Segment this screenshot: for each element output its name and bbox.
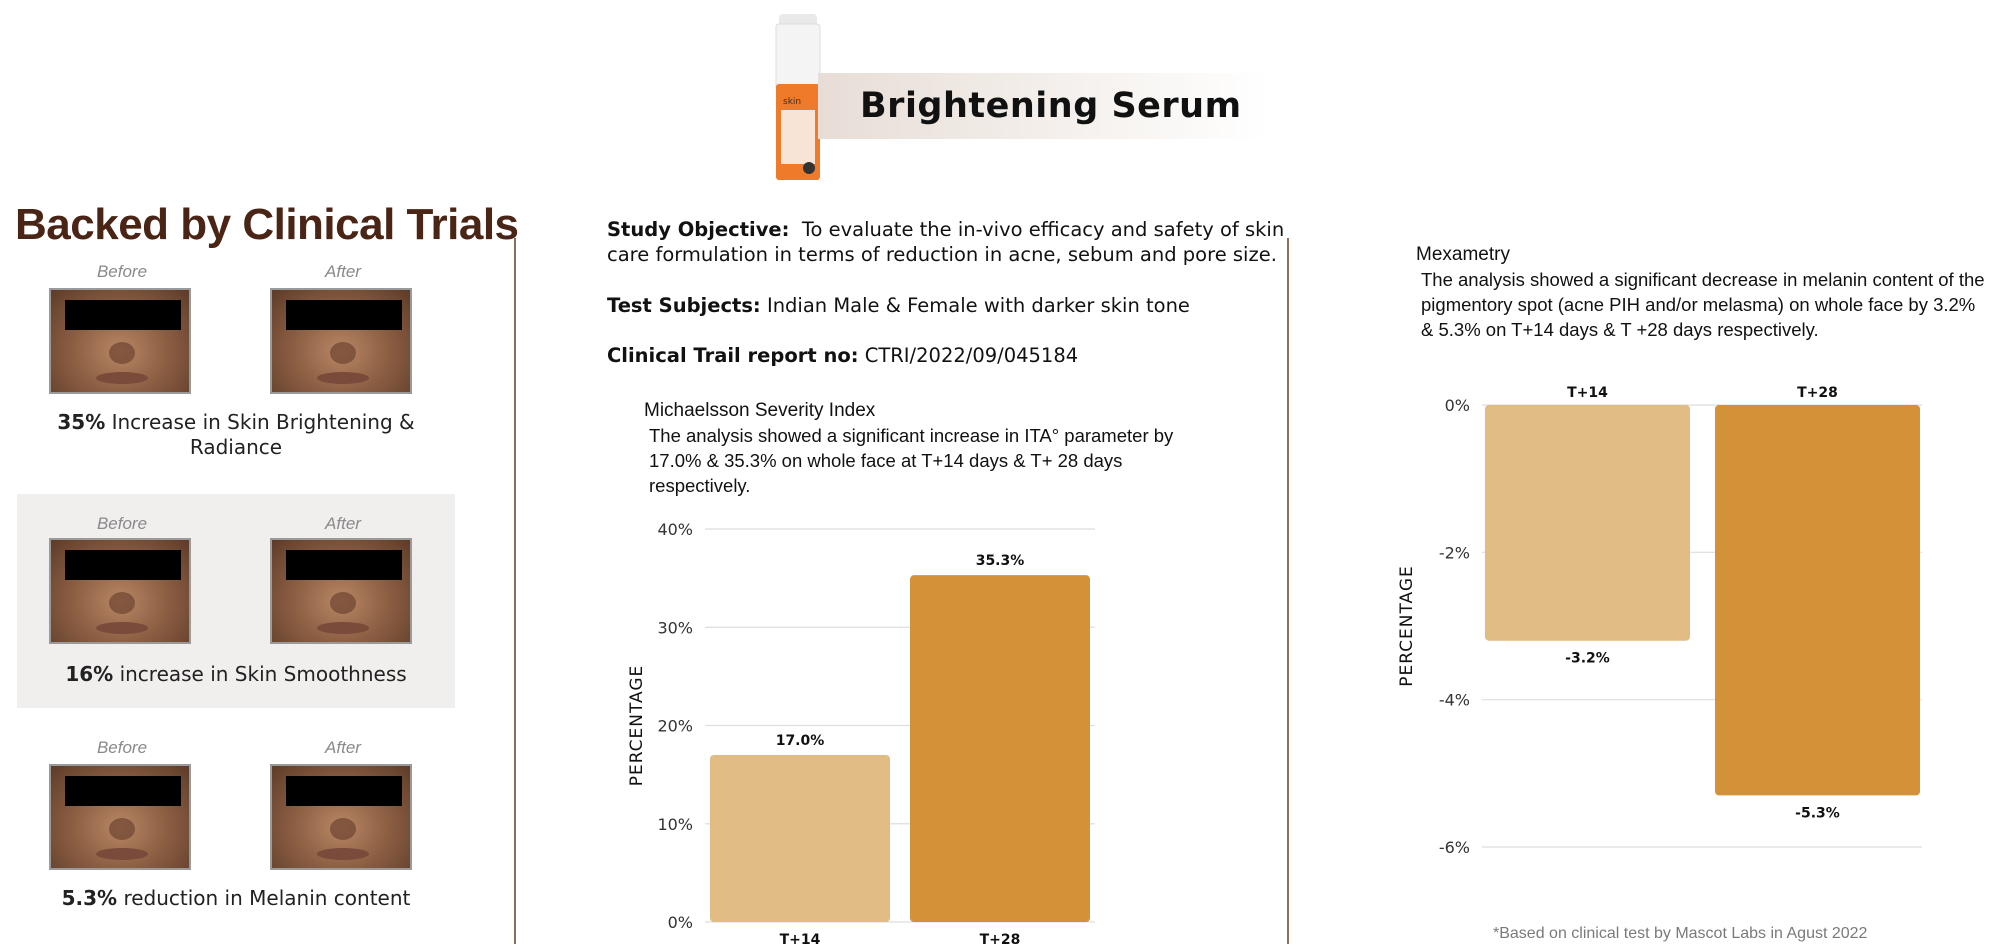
bar-t14	[710, 754, 890, 922]
result-text: increase in Skin Smoothness	[119, 662, 407, 686]
footnote: *Based on clinical test by Mascot Labs i…	[1493, 925, 1868, 942]
y-tick-label: 30%	[657, 618, 693, 637]
y-tick-label: -6%	[1439, 838, 1470, 857]
y-tick-label: 10%	[657, 815, 693, 834]
bar-t14	[1485, 405, 1690, 641]
result-panel-2: Before After 16% increase in Skin Smooth…	[17, 494, 455, 708]
test-subjects: Test Subjects: Indian Male & Female with…	[607, 294, 1190, 317]
bar-t28	[1715, 405, 1920, 796]
y-tick-label: -2%	[1439, 543, 1470, 562]
chart2-plot: 0% -2% -4% -6% PERCENTAGE -3.2% T+14 -5.3% T+28	[1397, 385, 1922, 857]
subjects-text: Indian Male & Female with darker skin to…	[766, 294, 1190, 317]
result-value: 35%	[57, 410, 106, 434]
result-caption: 5.3% reduction in Melanin content	[17, 886, 455, 911]
after-photo	[270, 764, 412, 870]
x-tick-label: T+28	[1797, 385, 1838, 401]
before-label: Before	[96, 514, 148, 533]
after-label: After	[325, 514, 361, 533]
data-label: 35.3%	[976, 553, 1025, 569]
chart2-description: The analysis showed a significant decrea…	[1421, 269, 1985, 340]
y-tick-label: 0%	[1445, 396, 1470, 415]
after-label: After	[325, 262, 361, 281]
left-heading: Backed by Clinical Trials	[15, 200, 519, 249]
report-label: Clinical Trail report no:	[607, 344, 859, 367]
chart2-title: Mexametry	[1416, 244, 1510, 265]
bottle-brand: skin	[783, 97, 801, 107]
chart1-title: Michaelsson Severity Index	[644, 400, 876, 421]
result-caption: 35% Increase in Skin Brightening & Radia…	[17, 410, 455, 460]
divider-left	[514, 238, 516, 944]
objective-text: To evaluate the in-vivo efficacy and saf…	[801, 218, 1285, 241]
x-tick-label: T+14	[780, 932, 821, 948]
subjects-label: Test Subjects:	[607, 294, 761, 317]
objective-text-2: care formulation in terms of reduction i…	[607, 243, 1277, 266]
result-caption: 16% increase in Skin Smoothness	[17, 662, 455, 687]
y-tick-label: 0%	[668, 913, 693, 932]
before-label: Before	[96, 738, 148, 757]
y-tick-label: 20%	[657, 717, 693, 736]
objective-label: Study Objective:	[607, 218, 790, 241]
result-text: Increase in Skin Brightening & Radiance	[111, 410, 415, 459]
result-value: 5.3%	[61, 886, 118, 910]
chart1-plot: 0% 10% 20% 30% 40% PERCENTAGE 17.0% T+14 35.3% T+…	[627, 520, 1095, 948]
divider-right	[1287, 238, 1289, 944]
y-axis-label: PERCENTAGE	[1397, 565, 1417, 687]
data-label: -5.3%	[1795, 805, 1840, 821]
x-tick-label: T+14	[1567, 385, 1608, 401]
x-tick-label: T+28	[980, 932, 1021, 948]
data-label: -3.2%	[1565, 651, 1610, 667]
bar-t28	[910, 575, 1090, 922]
before-photo	[49, 288, 191, 394]
title-banner	[818, 73, 1268, 139]
data-label: 17.0%	[776, 733, 825, 749]
after-photo	[270, 538, 412, 644]
y-tick-label: -4%	[1439, 691, 1470, 710]
result-value: 16%	[65, 662, 114, 686]
y-tick-label: 40%	[657, 520, 693, 539]
product-title: Brightening Serum	[860, 86, 1242, 126]
result-panel-1: Before After 35% Increase in Skin Bright…	[17, 262, 455, 472]
chart1-description: The analysis showed a significant increa…	[649, 425, 1174, 496]
before-photo	[49, 764, 191, 870]
before-photo	[49, 538, 191, 644]
y-axis-label: PERCENTAGE	[627, 665, 647, 787]
before-label: Before	[96, 262, 148, 281]
product-bottle-image: skin	[773, 14, 823, 186]
after-photo	[270, 288, 412, 394]
study-objective: Study Objective: To evaluate the in-vivo…	[607, 218, 1284, 241]
report-text: CTRI/2022/09/045184	[864, 344, 1079, 367]
result-text: reduction in Melanin content	[123, 886, 411, 910]
report-number: Clinical Trail report no: CTRI/2022/09/0…	[607, 344, 1078, 367]
after-label: After	[325, 738, 361, 757]
result-panel-3: Before After 5.3% reduction in Melanin c…	[17, 738, 455, 918]
